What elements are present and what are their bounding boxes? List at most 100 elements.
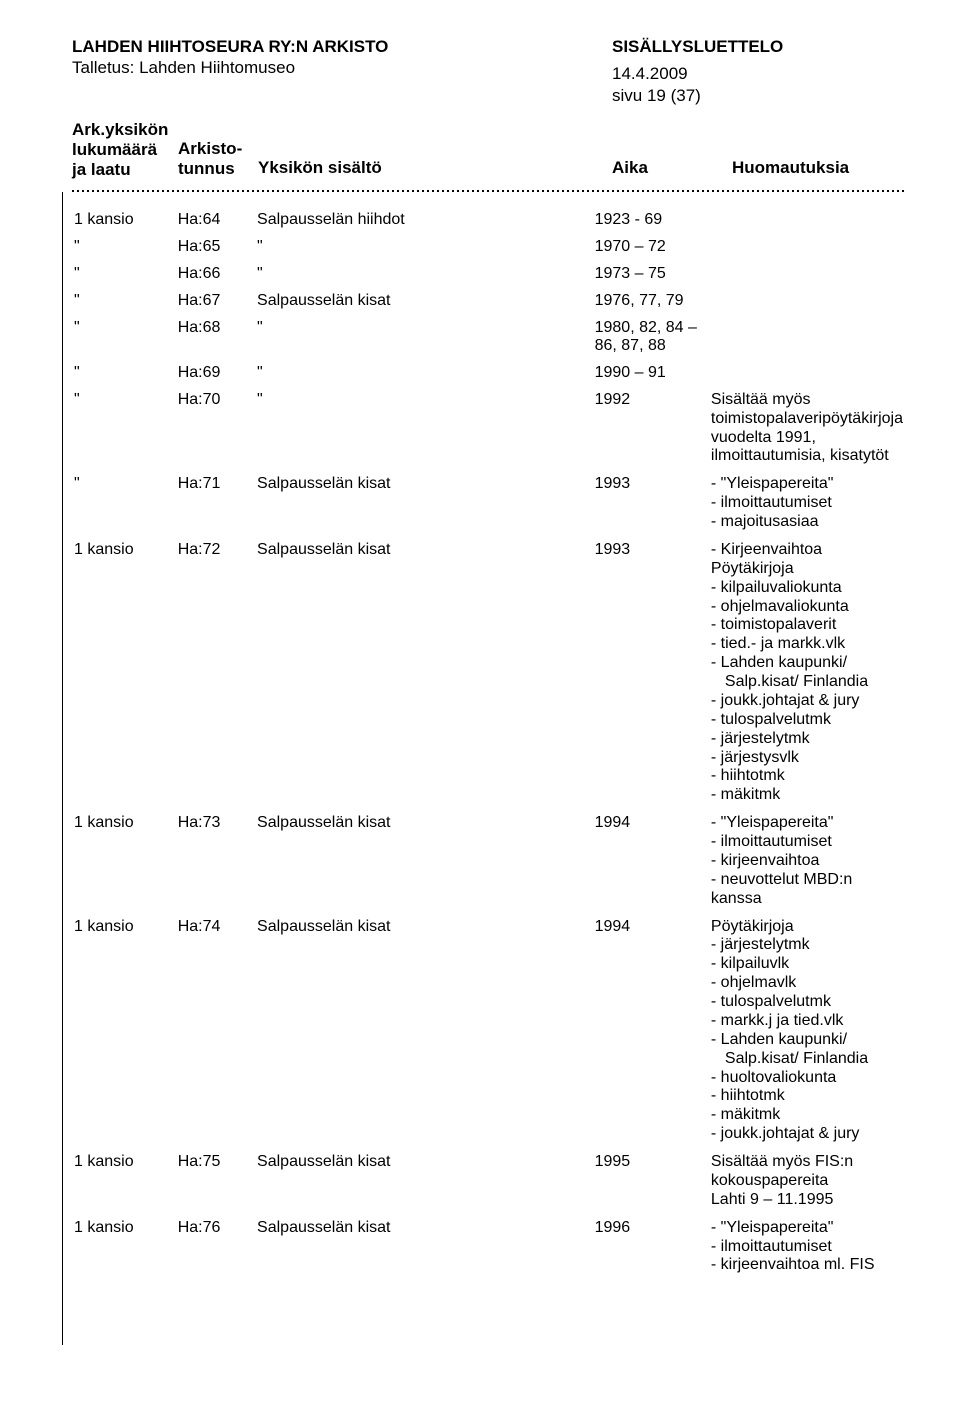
cell-tunnus: Ha:76 [177,1218,256,1284]
col2-line2: tunnus [178,159,258,179]
note-line: Pöytäkirjoja [711,560,903,579]
table-row: "Ha:65"1970 – 72 [73,237,904,264]
cell-aika: 1994 [594,813,710,916]
cell-sisalto: Salpausselän kisat [256,813,594,916]
sisallys-title: SISÄLLYSLUETTELO [612,36,904,57]
cell-sisalto: Salpausselän hiihdot [256,210,594,237]
cell-huomautuksia [710,363,904,390]
note-line: Salp.kisat/ Finlandia [711,673,903,692]
note-line: Pöytäkirjoja [711,918,903,937]
cell-tunnus: Ha:65 [177,237,256,264]
page-info: sivu 19 (37) [612,85,904,106]
cell-sisalto: Salpausselän kisat [256,1218,594,1284]
note-line: - järjestysvlk [711,749,903,768]
cell-sisalto: Salpausselän kisat [256,474,594,540]
cell-sisalto: " [256,264,594,291]
note-line: - Lahden kaupunki/ [711,1031,903,1050]
note-line: - ilmoittautumiset [711,1238,903,1257]
cell-huomautuksia [710,291,904,318]
note-line: - mäkitmk [711,1106,903,1125]
note-line: - joukk.johtajat & jury [711,692,903,711]
cell-tunnus: Ha:71 [177,474,256,540]
column-labels: Ark.yksikön lukumäärä ja laatu Arkisto- … [72,120,904,180]
cell-aika: 1973 – 75 [594,264,710,291]
cell-tunnus: Ha:72 [177,540,256,813]
cell-huomautuksia: - "Yleispapereita"- ilmoittautumiset- ma… [710,474,904,540]
col1-line1: Ark.yksikön [72,120,178,140]
col1-line3: ja laatu [72,160,178,180]
cell-tunnus: Ha:68 [177,318,256,363]
note-line: - mäkitmk [711,786,903,805]
cell-sisalto: Salpausselän kisat [256,291,594,318]
cell-lukumaara: 1 kansio [73,917,177,1153]
table-row: "Ha:70"1992Sisältää myöstoimistopalaveri… [73,390,904,475]
cell-huomautuksia: Pöytäkirjoja- järjestelytmk- kilpailuvlk… [710,917,904,1153]
note-line: - toimistopalaverit [711,616,903,635]
note-line: - neuvottelut MBD:n kanssa [711,871,903,909]
cell-tunnus: Ha:64 [177,210,256,237]
cell-tunnus: Ha:67 [177,291,256,318]
cell-huomautuksia: - KirjeenvaihtoaPöytäkirjoja- kilpailuva… [710,540,904,813]
table-row: 1 kansioHa:64Salpausselän hiihdot1923 - … [73,210,904,237]
cell-lukumaara: " [73,474,177,540]
table-region: 1 kansioHa:64Salpausselän hiihdot1923 - … [62,192,904,1345]
talletus-line: Talletus: Lahden Hiihtomuseo [72,57,612,78]
cell-lukumaara: " [73,363,177,390]
note-line: - joukk.johtajat & jury [711,1125,903,1144]
table-row: 1 kansioHa:75Salpausselän kisat1995Sisäl… [73,1152,904,1218]
cell-aika: 1993 [594,474,710,540]
cell-sisalto: " [256,318,594,363]
table-row: 1 kansioHa:76Salpausselän kisat1996- "Yl… [73,1218,904,1284]
note-line: - Kirjeenvaihtoa [711,541,903,560]
note-line: - järjestelytmk [711,936,903,955]
cell-sisalto: Salpausselän kisat [256,540,594,813]
note-line: - "Yleispapereita" [711,475,903,494]
cell-lukumaara: 1 kansio [73,210,177,237]
note-line: - majoitusasiaa [711,513,903,532]
note-line: - hiihtotmk [711,767,903,786]
cell-tunnus: Ha:73 [177,813,256,916]
cell-tunnus: Ha:74 [177,917,256,1153]
cell-lukumaara: 1 kansio [73,813,177,916]
cell-aika: 1992 [594,390,710,475]
note-line: - ilmoittautumiset [711,833,903,852]
cell-huomautuksia: - "Yleispapereita"- ilmoittautumiset- ki… [710,813,904,916]
note-line: - kilpailuvlk [711,955,903,974]
cell-lukumaara: " [73,318,177,363]
note-line: - ohjelmavaliokunta [711,598,903,617]
cell-aika: 1980, 82, 84 – 86, 87, 88 [594,318,710,363]
col1-line2: lukumäärä [72,140,178,160]
cell-lukumaara: " [73,291,177,318]
note-line: - tulospalvelutmk [711,993,903,1012]
org-title: LAHDEN HIIHTOSEURA RY:N ARKISTO [72,36,612,57]
cell-lukumaara: " [73,390,177,475]
cell-aika: 1994 [594,917,710,1153]
cell-lukumaara: " [73,237,177,264]
cell-huomautuksia [710,210,904,237]
note-line: - "Yleispapereita" [711,1219,903,1238]
note-line: - ohjelmavlk [711,974,903,993]
cell-sisalto: " [256,363,594,390]
note-line: Sisältää myös [711,391,903,410]
note-line: - ilmoittautumiset [711,494,903,513]
header-right: SISÄLLYSLUETTELO 14.4.2009 sivu 19 (37) [612,36,904,106]
cell-aika: 1923 - 69 [594,210,710,237]
note-line: - järjestelytmk [711,730,903,749]
cell-lukumaara: 1 kansio [73,1152,177,1218]
page-header: LAHDEN HIIHTOSEURA RY:N ARKISTO Talletus… [72,36,904,106]
cell-tunnus: Ha:70 [177,390,256,475]
cell-tunnus: Ha:75 [177,1152,256,1218]
cell-sisalto: " [256,237,594,264]
col4-label: Aika [612,120,732,180]
note-line: - kirjeenvaihtoa ml. FIS [711,1256,903,1275]
cell-huomautuksia [710,237,904,264]
note-line: - hiihtotmk [711,1087,903,1106]
cell-sisalto: Salpausselän kisat [256,1152,594,1218]
note-line: ilmoittautumisia, kisatytöt [711,447,903,466]
table-row: "Ha:69"1990 – 91 [73,363,904,390]
note-line: vuodelta 1991, [711,429,903,448]
note-line: - huoltovaliokunta [711,1069,903,1088]
cell-lukumaara: " [73,264,177,291]
header-date: 14.4.2009 [612,63,904,84]
cell-huomautuksia [710,264,904,291]
